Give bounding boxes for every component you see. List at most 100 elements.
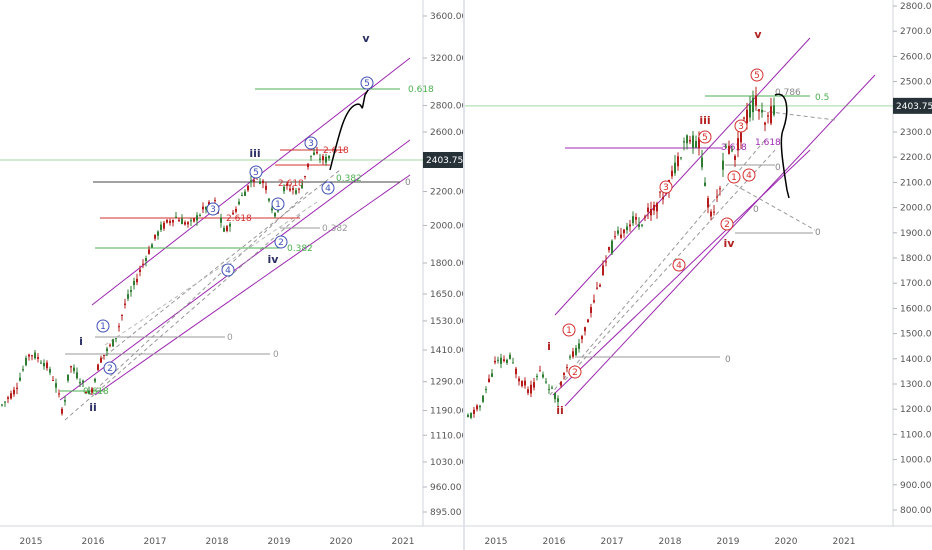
candle-body — [130, 290, 132, 292]
candle-body — [31, 355, 33, 357]
y-tick-label: 2000.00 — [430, 221, 463, 231]
y-tick-label: 1300.00 — [900, 380, 932, 390]
candle-body — [755, 95, 757, 106]
candle-body — [112, 339, 114, 347]
candle-body — [689, 139, 691, 142]
right-chart-svg[interactable]: 800.00 900.00 1000.00 1100.00 1200.00 1300.00… — [465, 0, 932, 550]
candle-body — [205, 206, 207, 210]
right-chart-panel[interactable]: 800.00 900.00 1000.00 1100.00 1200.00 1300.00… — [465, 0, 932, 550]
candle-body — [716, 196, 718, 198]
candle-body — [602, 265, 604, 276]
candle-body — [265, 185, 267, 190]
candle-body — [770, 106, 772, 124]
wave-circle-label: 4 — [225, 266, 231, 276]
fib-level-label: 0 — [775, 163, 781, 173]
candle-body — [73, 367, 75, 372]
wave-circle-label: 2 — [724, 220, 730, 230]
fib-level-label: 2.618 — [323, 146, 349, 156]
candle-body — [515, 368, 517, 375]
candle-body — [686, 135, 688, 144]
x-tick-label: 2017 — [144, 537, 167, 547]
candle-body — [301, 185, 303, 189]
channel-line — [564, 74, 876, 407]
fib-level-label: 3.618 — [721, 143, 747, 153]
candle-body — [662, 197, 664, 200]
wave-roman-label: v — [362, 32, 370, 45]
candle-body — [476, 405, 478, 410]
candle-body — [94, 378, 96, 382]
candle-body — [620, 234, 622, 238]
y-tick-label: 2500.00 — [900, 78, 932, 88]
candle-body — [325, 156, 327, 163]
candle-body — [37, 357, 39, 359]
wave-roman-label: i — [547, 340, 551, 353]
wave-circle — [562, 323, 576, 337]
candle-body — [551, 387, 553, 389]
y-tick-label: 1190.00 — [430, 406, 463, 416]
channel-line — [552, 149, 811, 396]
panel-divider[interactable] — [463, 0, 465, 550]
wave-circle-label: 3 — [210, 205, 216, 215]
candle-body — [70, 366, 72, 368]
candle-body — [572, 351, 574, 357]
candle-body — [524, 380, 526, 386]
candle-body — [479, 405, 481, 408]
candle-body — [671, 170, 673, 177]
candle-body — [121, 314, 123, 316]
projection-path — [774, 93, 790, 199]
candle-body — [208, 201, 210, 206]
wave-circle — [734, 119, 748, 133]
y-tick-label: 2300.00 — [900, 128, 932, 138]
candle-body — [187, 222, 189, 225]
y-tick-label: 1700.00 — [900, 279, 932, 289]
wave-roman-label: iii — [699, 114, 710, 127]
candle-body — [488, 378, 490, 383]
candle-body — [199, 215, 201, 217]
candle-body — [632, 216, 634, 224]
candle-body — [133, 281, 135, 286]
y-tick-label: 1500.00 — [900, 330, 932, 340]
left-chart-panel[interactable]: 895.00 960.00 1030.00 1110.00 1190.00 1290.00… — [0, 0, 463, 550]
candle-body — [61, 408, 63, 414]
wave-circle — [727, 170, 741, 184]
candle-body — [647, 207, 649, 212]
candle-body — [64, 400, 66, 402]
candle-body — [244, 191, 246, 196]
candle-body — [656, 203, 658, 212]
fib-level-label: 0.382 — [287, 244, 313, 254]
candle-body — [674, 162, 676, 174]
candle-body — [151, 244, 153, 248]
y-tick-label: 3600.00 — [430, 12, 463, 22]
left-chart-svg[interactable]: 895.00 960.00 1030.00 1110.00 1190.00 1290.00… — [0, 0, 463, 550]
wave-circle-label: 5 — [253, 168, 259, 178]
dashed-guide — [99, 169, 341, 361]
candle-body — [295, 190, 297, 194]
candle-body — [19, 377, 21, 381]
fib-level-label: 0 — [815, 228, 821, 238]
candle-body — [109, 344, 111, 346]
candle-body — [298, 188, 300, 190]
candle-body — [235, 208, 237, 212]
candle-body — [644, 216, 646, 218]
wave-circle-label: 1 — [275, 200, 281, 210]
candle-body — [767, 115, 769, 117]
x-tick-label: 2019 — [717, 537, 740, 547]
candle-body — [115, 338, 117, 340]
fib-level-label: 0 — [405, 178, 411, 188]
wave-circle-label: 1 — [566, 326, 572, 336]
candle-body — [43, 362, 45, 367]
candle-body — [536, 375, 538, 377]
candle-body — [49, 369, 51, 373]
candle-body — [731, 150, 733, 152]
candle-body — [232, 212, 234, 215]
candle-body — [250, 180, 252, 183]
candle-body — [569, 356, 571, 358]
price-tag-label: 2403.75 — [426, 156, 463, 166]
wave-circle — [103, 361, 117, 375]
candle-body — [617, 230, 619, 234]
candle-body — [749, 104, 751, 118]
candle-body — [503, 359, 505, 362]
candle-body — [614, 236, 616, 238]
candle-body — [539, 370, 541, 372]
candle-body — [518, 378, 520, 382]
